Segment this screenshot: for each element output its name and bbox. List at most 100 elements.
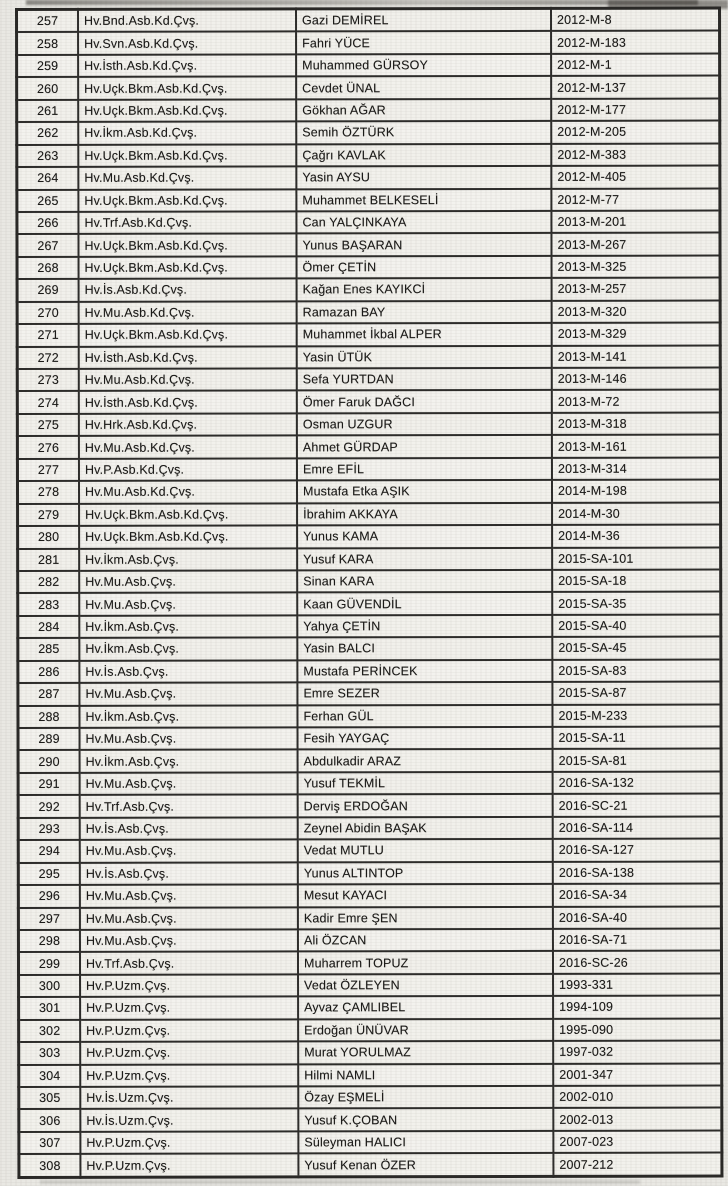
table-row: 273 Hv.Mu.Asb.Kd.Çvş. Sefa YURTDAN 2013-… xyxy=(17,367,721,392)
name-cell: Yasin BALCI xyxy=(297,637,553,661)
rank-cell: Hv.Mu.Asb.Kd.Çvş. xyxy=(78,368,297,392)
registry-cell: 2012-M-405 xyxy=(551,165,720,189)
table-row: 280 Hv.Uçk.Bkm.Asb.Kd.Çvş. Yunus KAMA 20… xyxy=(17,524,721,549)
rank-cell: Hv.P.Uzm.Çvş. xyxy=(80,1131,299,1155)
name-cell: Mustafa Etka AŞIK xyxy=(296,480,553,504)
registry-cell: 2013-M-201 xyxy=(551,210,720,234)
registry-cell: 2015-SA-45 xyxy=(552,636,721,660)
row-number-cell: 290 xyxy=(18,750,80,773)
row-number-cell: 293 xyxy=(18,817,80,841)
rank-cell: Hv.İkm.Asb.Kd.Çvş. xyxy=(78,121,297,145)
rank-cell: Hv.İsth.Asb.Kd.Çvş. xyxy=(78,390,297,414)
registry-cell: 2014-M-198 xyxy=(551,479,721,503)
table-row: 301 Hv.P.Uzm.Çvş. Ayvaz ÇAMLIBEL 1994-10… xyxy=(18,995,722,1020)
rank-cell: Hv.Trf.Asb.Çvş. xyxy=(79,951,299,975)
row-number-cell: 280 xyxy=(17,525,80,549)
row-number-cell: 308 xyxy=(18,1154,81,1178)
row-number-cell: 260 xyxy=(16,77,79,100)
row-number-cell: 281 xyxy=(17,548,80,571)
registry-cell: 2015-SA-18 xyxy=(552,569,721,593)
registry-cell: 1995-090 xyxy=(553,1018,722,1042)
table-row: 264 Hv.Mu.Asb.Kd.Çvş. Yasin AYSU 2012-M-… xyxy=(16,165,720,190)
name-cell: Derviş ERDOĞAN xyxy=(297,794,553,818)
name-cell: Ahmet GÜRDAP xyxy=(296,435,552,459)
rank-cell: Hv.Mu.Asb.Kd.Çvş. xyxy=(78,166,297,190)
row-number-cell: 277 xyxy=(17,458,79,482)
rank-cell: Hv.Uçk.Bkm.Asb.Kd.Çvş. xyxy=(78,188,297,212)
row-number-cell: 283 xyxy=(17,593,80,616)
name-cell: Ayvaz ÇAMLIBEL xyxy=(298,996,554,1020)
name-cell: Zeynel Abidin BAŞAK xyxy=(297,816,553,840)
row-number-cell: 259 xyxy=(16,54,79,78)
table-row: 260 Hv.Uçk.Bkm.Asb.Kd.Çvş. Cevdet ÜNAL 2… xyxy=(16,75,720,100)
table-row: 287 Hv.Mu.Asb.Çvş. Emre SEZER 2015-SA-87 xyxy=(17,681,721,706)
registry-cell: 2016-SA-71 xyxy=(552,928,722,952)
rank-cell: Hv.P.Uzm.Çvş. xyxy=(80,1041,299,1065)
row-number-cell: 263 xyxy=(16,144,79,168)
row-number-cell: 301 xyxy=(18,997,81,1020)
name-cell: Can YALÇINKAYA xyxy=(296,210,552,234)
registry-cell: 2007-023 xyxy=(553,1130,722,1154)
rank-cell: Hv.Mu.Asb.Kd.Çvş. xyxy=(78,301,297,324)
table-row: 259 Hv.İsth.Asb.Kd.Çvş. Muhammed GÜRSOY … xyxy=(16,53,720,78)
name-cell: Ömer Faruk DAĞCI xyxy=(296,390,552,414)
name-cell: Yahya ÇETİN xyxy=(297,614,553,638)
registry-cell: 2013-M-320 xyxy=(551,300,721,324)
registry-cell: 2016-SC-21 xyxy=(552,793,722,817)
table-row: 276 Hv.Mu.Asb.Kd.Çvş. Ahmet GÜRDAP 2013-… xyxy=(17,434,721,459)
row-number-cell: 284 xyxy=(17,615,80,639)
rank-cell: Hv.Uçk.Bkm.Asb.Kd.Çvş. xyxy=(78,233,297,257)
table-row: 257 Hv.Bnd.Asb.Kd.Çvş. Gazi DEMİREL 2012… xyxy=(16,8,720,33)
name-cell: Yunus BAŞARAN xyxy=(296,233,552,257)
rank-cell: Hv.İkm.Asb.Çvş. xyxy=(79,637,298,661)
row-number-cell: 298 xyxy=(18,929,80,953)
table-row: 283 Hv.Mu.Asb.Çvş. Kaan GÜVENDİL 2015-SA… xyxy=(17,591,721,616)
table-row: 286 Hv.İs.Asb.Çvş. Mustafa PERİNCEK 2015… xyxy=(17,659,721,684)
table-row: 265 Hv.Uçk.Bkm.Asb.Kd.Çvş. Muhammet BELK… xyxy=(16,188,720,212)
table-row: 308 Hv.P.Uzm.Çvş. Yusuf Kenan ÖZER 2007-… xyxy=(18,1152,722,1178)
rank-cell: Hv.Bnd.Asb.Kd.Çvş. xyxy=(78,8,297,33)
name-cell: Muharrem TOPUZ xyxy=(297,951,554,975)
table-row: 261 Hv.Uçk.Bkm.Asb.Kd.Çvş. Gökhan AĞAR 2… xyxy=(16,98,720,123)
row-number-cell: 262 xyxy=(16,122,79,145)
name-cell: Yunus ALTINTOP xyxy=(297,861,553,885)
rank-cell: Hv.P.Uzm.Çvş. xyxy=(80,1063,299,1087)
table-row: 296 Hv.Mu.Asb.Çvş. Mesut KAYACI 2016-SA-… xyxy=(18,883,722,908)
row-number-cell: 264 xyxy=(16,166,79,190)
row-number-cell: 285 xyxy=(17,638,80,661)
table-row: 282 Hv.Mu.Asb.Çvş. Sinan KARA 2015-SA-18 xyxy=(17,569,721,594)
row-number-cell: 268 xyxy=(17,256,79,280)
table-row: 297 Hv.Mu.Asb.Çvş. Kadir Emre ŞEN 2016-S… xyxy=(18,906,722,930)
row-number-cell: 303 xyxy=(18,1041,81,1065)
name-cell: Kadir Emre ŞEN xyxy=(297,906,553,930)
row-number-cell: 304 xyxy=(18,1064,81,1087)
registry-cell: 2014-M-36 xyxy=(552,524,721,548)
row-number-cell: 294 xyxy=(18,840,80,863)
row-number-cell: 269 xyxy=(17,279,79,302)
scan-smudge xyxy=(40,1180,640,1184)
row-number-cell: 282 xyxy=(17,570,80,594)
row-number-cell: 286 xyxy=(17,660,80,684)
row-number-cell: 272 xyxy=(17,346,79,369)
row-number-cell: 289 xyxy=(18,727,80,751)
registry-cell: 2015-SA-11 xyxy=(552,726,722,750)
table-row: 267 Hv.Uçk.Bkm.Asb.Kd.Çvş. Yunus BAŞARAN… xyxy=(16,232,721,257)
table-row: 295 Hv.İs.Asb.Çvş. Yunus ALTINTOP 2016-S… xyxy=(18,861,722,886)
registry-cell: 2015-SA-81 xyxy=(552,748,722,772)
row-number-cell: 292 xyxy=(18,795,80,818)
table-row: 306 Hv.İs.Uzm.Çvş. Yusuf K.ÇOBAN 2002-01… xyxy=(18,1107,722,1132)
registry-cell: 2016-SC-26 xyxy=(552,950,722,974)
row-number-cell: 266 xyxy=(16,211,79,235)
registry-cell: 2014-M-30 xyxy=(552,502,721,525)
table-row: 307 Hv.P.Uzm.Çvş. Süleyman HALICI 2007-0… xyxy=(18,1130,722,1155)
name-cell: Süleyman HALICI xyxy=(298,1130,554,1154)
table-row: 292 Hv.Trf.Asb.Çvş. Derviş ERDOĞAN 2016-… xyxy=(18,793,722,818)
rank-cell: Hv.İs.Asb.Çvş. xyxy=(79,862,298,885)
rank-cell: Hv.Mu.Asb.Çvş. xyxy=(79,839,298,863)
name-cell: Emre EFİL xyxy=(296,457,552,481)
name-cell: Abdulkadir ARAZ xyxy=(297,749,553,773)
table-row: 303 Hv.P.Uzm.Çvş. Murat YORULMAZ 1997-03… xyxy=(18,1040,722,1065)
name-cell: Erdoğan ÜNÜVAR xyxy=(298,1018,554,1042)
table-row: 281 Hv.İkm.Asb.Çvş. Yusuf KARA 2015-SA-1… xyxy=(17,547,721,571)
